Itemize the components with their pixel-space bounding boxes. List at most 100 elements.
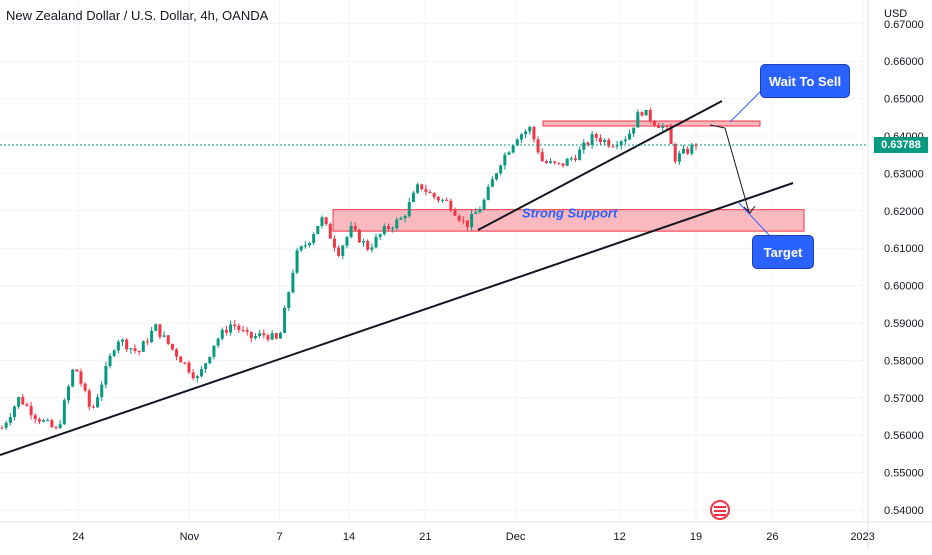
candle-body	[253, 336, 257, 338]
candle-body	[37, 419, 41, 422]
support-zone	[332, 209, 805, 232]
last-price-tag: 0.63788	[874, 137, 928, 153]
candle-body	[490, 179, 494, 187]
y-tick-label: 0.66000	[884, 56, 924, 68]
candle-body	[428, 191, 432, 194]
candle-body	[395, 219, 399, 229]
candle-body	[283, 307, 287, 333]
currency-label[interactable]: USD	[884, 8, 908, 20]
candle-body	[682, 148, 686, 154]
candle-body	[648, 109, 652, 121]
candle-body	[474, 212, 478, 214]
candle-body	[291, 272, 295, 293]
candle-body	[640, 112, 644, 116]
candle-body	[349, 225, 353, 237]
candle-body	[125, 339, 129, 350]
candle-body	[170, 343, 174, 350]
us-flag-calendar-icon[interactable]	[710, 500, 730, 520]
candle-body	[519, 134, 523, 140]
candle-body	[495, 173, 499, 180]
candle-body	[345, 236, 349, 246]
candle-body	[46, 420, 50, 422]
candle-body	[75, 369, 79, 372]
candle-body	[332, 238, 336, 248]
candle-body	[229, 324, 233, 333]
candle-body	[573, 158, 577, 161]
candle-body	[565, 158, 569, 166]
target-label: Target	[763, 244, 803, 260]
candle-body	[362, 241, 366, 243]
candle-body	[416, 184, 420, 193]
candle-body	[357, 229, 361, 243]
candle-body	[204, 363, 208, 370]
candle-body	[245, 330, 249, 332]
candle-body	[652, 120, 656, 126]
candle-body	[104, 365, 108, 385]
candle-body	[270, 333, 274, 340]
projection-path	[709, 124, 750, 213]
candle-body	[328, 224, 332, 239]
candle-body	[436, 197, 440, 201]
candle-body	[536, 139, 540, 153]
candle-body	[619, 141, 623, 146]
candle-body	[133, 348, 137, 352]
x-tick-label: Dec	[506, 531, 526, 543]
candle-body	[278, 332, 282, 339]
candle-body	[391, 228, 395, 230]
arrow-head	[743, 205, 756, 214]
candle-body	[374, 236, 378, 248]
candle-body	[411, 192, 415, 202]
candle-body	[150, 330, 154, 343]
candle-body	[79, 371, 83, 384]
candle-body	[598, 137, 602, 142]
candle-body	[316, 226, 320, 235]
candle-body	[266, 335, 270, 340]
candle-body	[187, 362, 191, 373]
candle-body	[486, 186, 490, 200]
candle-body	[578, 149, 582, 161]
candle-body	[424, 189, 428, 192]
candle-body	[582, 142, 586, 150]
candle-body	[337, 247, 341, 256]
candle-body	[175, 349, 179, 357]
candle-body	[137, 351, 141, 353]
candle-body	[25, 404, 29, 406]
candle-body	[29, 405, 33, 416]
candle-body	[299, 246, 303, 251]
candle-body	[432, 193, 436, 198]
candle-body	[420, 184, 424, 190]
candle-body	[457, 215, 461, 221]
candle-body	[274, 333, 278, 339]
candle-body	[499, 165, 503, 174]
candle-body	[657, 125, 661, 128]
candle-body	[553, 161, 557, 163]
candle-body	[628, 133, 632, 140]
candle-body	[382, 226, 386, 235]
candle-body	[470, 213, 474, 228]
candle-body	[4, 422, 8, 428]
y-tick-label: 0.57000	[884, 393, 924, 405]
candle-body	[33, 415, 37, 420]
candle-body	[208, 356, 212, 364]
candle-body	[353, 225, 357, 230]
candle-body	[17, 397, 21, 407]
candle-body	[129, 348, 133, 350]
candle-body	[403, 215, 407, 219]
wait-to-sell-label: Wait To Sell	[768, 73, 842, 89]
candle-body	[503, 154, 507, 166]
y-tick-label: 0.61000	[884, 243, 924, 255]
candle-body	[91, 406, 95, 408]
candle-body	[237, 325, 241, 330]
candle-body	[0, 427, 4, 429]
candle-body	[54, 427, 58, 429]
candle-body	[191, 372, 195, 379]
candle-body	[21, 397, 25, 405]
candle-body	[50, 420, 54, 428]
candle-body	[320, 217, 324, 227]
x-tick-label: 26	[766, 531, 778, 543]
candle-body	[62, 400, 66, 425]
candle-body	[686, 148, 690, 154]
candle-body	[557, 162, 561, 164]
x-tick-label: Nov	[180, 531, 200, 543]
candle-body	[287, 292, 291, 308]
